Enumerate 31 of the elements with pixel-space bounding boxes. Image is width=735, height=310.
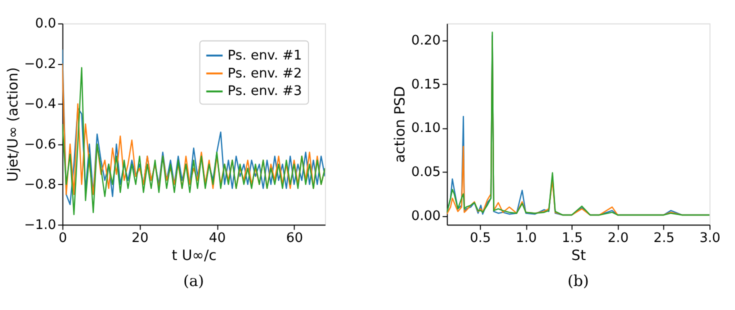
text: (a)	[183, 272, 204, 290]
y-tick-label: −1.0	[24, 218, 56, 233]
x-tick-label: 3.0	[699, 231, 720, 246]
x-tick-label: 0	[58, 231, 68, 246]
y-tick-label: 0.10	[411, 121, 441, 136]
x-axis-title: St	[571, 248, 586, 264]
x-tick-label: 40	[208, 231, 226, 246]
x-tick-label: 60	[286, 231, 303, 246]
x-tick-label: 1.0	[516, 231, 537, 246]
legend-label: Ps. env. #1	[228, 48, 302, 64]
y-tick-label: 0.15	[411, 77, 441, 92]
legend-label: Ps. env. #3	[228, 84, 302, 100]
x-tick-label: 0.5	[470, 231, 491, 246]
y-tick-label: −0.6	[24, 137, 56, 152]
y-tick-label: 0.0	[35, 16, 56, 32]
text: (b)	[567, 272, 589, 290]
y-axis-title: Ujet/U∞ (action)	[5, 67, 22, 182]
y-tick-label: 0.00	[411, 209, 441, 224]
legend-label: Ps. env. #2	[228, 66, 302, 82]
y-tick-label: 0.20	[411, 33, 441, 48]
x-tick-label: 20	[132, 231, 148, 246]
x-axis-title: t U∞/c	[172, 248, 217, 264]
y-tick-label: −0.8	[24, 178, 56, 193]
x-tick-label: 2.0	[608, 231, 629, 246]
x-tick-label: 1.5	[562, 231, 583, 246]
y-tick-label: 0.05	[411, 165, 441, 180]
line-series	[62, 67, 325, 216]
y-axis-title: action PSD	[392, 86, 409, 163]
x-tick-label: 2.5	[654, 231, 675, 246]
y-tick-label: −0.4	[24, 97, 56, 112]
y-tick-label: −0.2	[24, 56, 56, 72]
